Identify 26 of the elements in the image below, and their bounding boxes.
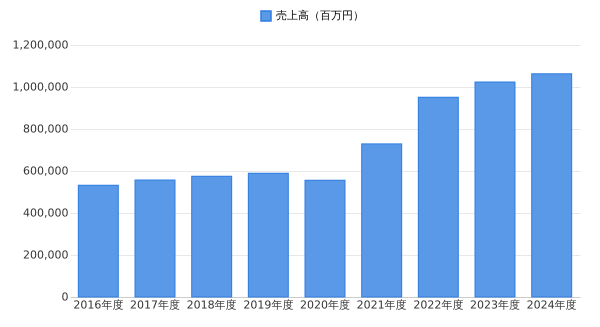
y-tick-label: 1,000,000 <box>12 80 68 94</box>
x-tick-label: 2020年度 <box>300 298 350 312</box>
bar <box>418 96 459 298</box>
y-tick-label: 0 <box>62 290 68 304</box>
y-tick-label: 400,000 <box>23 206 68 220</box>
y-tick-label: 600,000 <box>23 164 68 178</box>
x-tick-label: 2021年度 <box>356 298 407 312</box>
x-tick-label: 2024年度 <box>526 298 577 312</box>
bar <box>134 180 176 298</box>
x-tick-label: 2018年度 <box>186 298 237 312</box>
bar <box>191 176 232 298</box>
bar <box>78 184 119 298</box>
bar <box>531 73 572 298</box>
bar <box>361 143 402 298</box>
y-tick-label: 1,200,000 <box>12 38 68 52</box>
x-tick-label: 2023年度 <box>470 298 520 312</box>
x-tick-label: 2017年度 <box>130 298 180 312</box>
x-tick-label: 2016年度 <box>73 298 124 312</box>
y-tick-label: 200,000 <box>23 248 68 262</box>
x-tick-label: 2019年度 <box>243 298 294 312</box>
bar <box>474 81 516 298</box>
y-tick-label: 800,000 <box>23 122 68 136</box>
legend-label: 売上高（百万円） <box>276 9 364 22</box>
bar <box>304 180 346 298</box>
bar <box>248 172 289 298</box>
x-tick-label: 2022年度 <box>413 298 464 312</box>
